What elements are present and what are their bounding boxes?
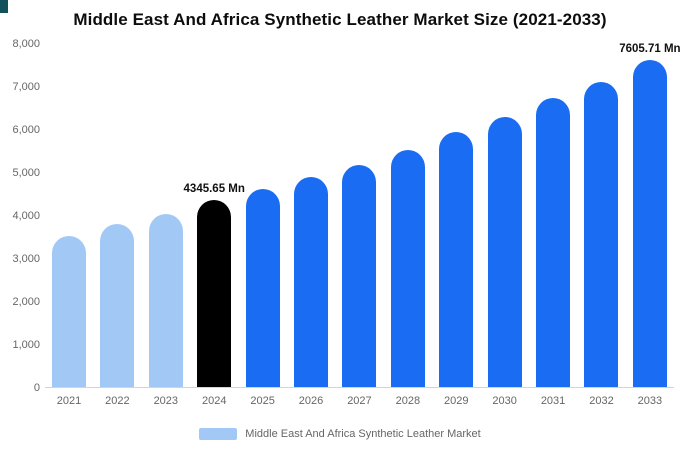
y-tick-label: 0 [33,382,40,394]
y-tick-label: 6,000 [12,124,40,136]
bar-2024: 4345.65 Mn [184,183,245,387]
bar-2027 [342,165,377,387]
corner-accent [0,0,8,13]
x-tick-label: 2031 [540,395,566,407]
bar-2028 [390,150,425,387]
bar-2025 [245,189,280,387]
x-tick-label: 2028 [395,395,421,407]
bar-2022 [100,224,135,387]
legend-swatch [199,428,238,440]
bar-2026 [294,177,329,387]
bar-value-label: 4345.65 Mn [183,183,245,195]
y-tick-label: 8,000 [12,38,40,50]
x-tick-label: 2021 [56,395,82,407]
x-tick-label: 2027 [347,395,372,407]
x-tick-label: 2025 [250,395,275,407]
bar-2030 [487,117,522,387]
x-tick-label: 2023 [153,395,179,407]
y-axis: 0 1,000 2,000 3,000 4,000 5,000 6,000 7,000 8,00… [0,0,42,450]
y-tick-label: 2,000 [12,296,40,308]
bar-2023 [148,214,183,387]
x-tick-label: 2033 [637,395,663,407]
bar-2021 [52,236,86,387]
bar-value-label: 7605.71 Mn [619,43,680,55]
chart-title: Middle East And Africa Synthetic Leather… [73,10,607,29]
y-tick-label: 5,000 [12,167,40,179]
y-tick-label: 3,000 [12,253,40,265]
y-tick-label: 4,000 [12,210,40,222]
x-axis: 2021 2022 2023 2024 2025 2026 2027 2028 2029 2030… [45,395,674,411]
x-tick-label: 2022 [105,395,130,407]
legend: Middle East And Africa Synthetic Leather… [0,426,680,442]
bar-2033: 7605.71 Mn [619,43,680,387]
x-tick-label: 2029 [444,395,469,407]
bar-2029 [439,132,474,387]
x-tick-label: 2030 [492,395,517,407]
y-tick-label: 1,000 [12,339,40,351]
y-tick-label: 7,000 [12,81,40,93]
x-tick-label: 2024 [201,395,227,407]
x-tick-label: 2032 [589,395,614,407]
plot-area: 4345.65 Mn 7605.71 Mn [45,43,680,388]
x-tick-label: 2026 [298,395,324,407]
bar-2031 [536,98,571,387]
legend-label: Middle East And Africa Synthetic Leather… [245,428,481,440]
bar-2032 [584,82,619,387]
